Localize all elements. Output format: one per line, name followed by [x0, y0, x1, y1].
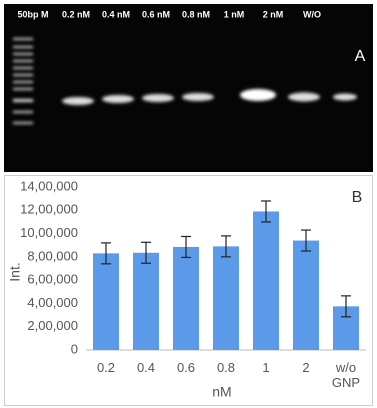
lane-label: 50bp M [17, 9, 48, 19]
bar [93, 253, 119, 350]
x-tick-label: 0.4 [136, 360, 156, 375]
y-tick-label: 12,00,000 [20, 202, 78, 217]
y-tick-label: 2,00,000 [27, 318, 78, 333]
y-tick-label: 14,00,000 [20, 178, 78, 193]
lane-label: 1 nM [224, 9, 245, 19]
bar [173, 246, 199, 350]
bar [253, 211, 279, 350]
y-tick-label: 6,00,000 [27, 272, 78, 287]
lane-label: 0.6 nM [142, 9, 170, 19]
lane-label: 2 nM [263, 9, 284, 19]
y-tick-label: 10,00,000 [20, 225, 78, 240]
lane-label: 0.4 nM [102, 9, 130, 19]
x-tick-label: w/o GNP [331, 360, 361, 390]
x-tick-label: 2 [302, 360, 310, 375]
bar [293, 240, 319, 350]
lane-label: 0.8 nM [182, 9, 210, 19]
y-tick-label: 4,00,000 [27, 295, 78, 310]
panel-label: A [355, 48, 366, 65]
x-tick-label: 0.2 [96, 360, 116, 375]
x-axis-label: nM [212, 384, 231, 400]
bar [133, 252, 159, 350]
y-axis-label: Int. [7, 262, 23, 281]
x-tick-label: 0.8 [216, 360, 236, 375]
lane-label: 0.2 nM [62, 9, 90, 19]
lane-label: W/O [303, 9, 321, 19]
y-tick-label: 0 [71, 341, 78, 356]
panel-label: B [352, 189, 363, 206]
gel-image [4, 4, 373, 172]
bar [213, 246, 239, 350]
gel-bands [13, 38, 357, 124]
x-tick-label: 1 [262, 360, 270, 375]
y-tick-label: 8,00,000 [27, 248, 78, 263]
chart-frame [4, 175, 373, 406]
x-tick-label: 0.6 [176, 360, 196, 375]
